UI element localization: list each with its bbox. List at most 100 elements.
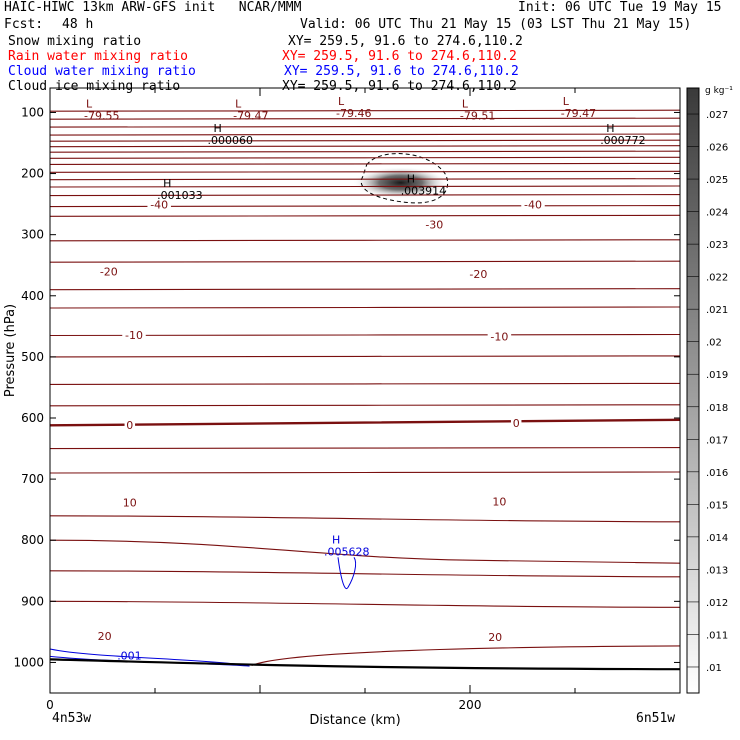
temp-min-value: -79.55 [84, 110, 119, 123]
isotherm-line [49, 404, 681, 407]
isotherm-label: -30 [425, 219, 443, 232]
surface-line [49, 658, 681, 671]
isotherm-label-bg [466, 269, 491, 281]
field-name-cloudice: Cloud ice mixing ratio [8, 79, 181, 94]
isotherm-label-bg [124, 419, 136, 432]
isotherm-label: -40 [524, 198, 542, 211]
colorbar-label: .018 [706, 403, 728, 414]
fcst-label: Fcst: [4, 17, 44, 32]
x-tick-label: 200 [459, 698, 482, 712]
colorbar-label: .022 [706, 273, 728, 284]
isotherm-label-bg [122, 330, 146, 343]
x-tick-label: 0 [46, 698, 54, 712]
isotherm-label-bg [510, 418, 522, 431]
isotherm-line [49, 214, 681, 217]
isotherm-line [49, 471, 681, 474]
cloud-ice-max-value: .000772 [600, 134, 646, 147]
y-tick-label: 1000 [13, 655, 44, 669]
isotherm-line [49, 133, 681, 136]
isotherm-line [49, 447, 681, 450]
isotherm-line [251, 645, 681, 667]
cloud-ice-max-value: .000060 [208, 134, 254, 147]
isotherm-line [49, 117, 681, 120]
field-xy-cloudice: XY= 259.5, 91.6 to 274.6,110.2 [282, 79, 517, 94]
temp-min-marker: L [86, 98, 93, 111]
temp-min-value: -79.46 [336, 107, 371, 120]
x-end-label-left: 4n53w [52, 711, 92, 726]
valid-time: Valid: 06 UTC Thu 21 May 15 (03 LST Thu … [300, 17, 692, 32]
isotherm-label-bg [487, 331, 512, 344]
cloud-ice-max-marker: H [407, 173, 415, 186]
isotherm-label: 0 [513, 417, 520, 430]
cloud-ice-max-value: .001033 [157, 189, 203, 202]
temp-min-value: -79.51 [460, 110, 495, 123]
isotherm-label: 20 [98, 630, 112, 643]
y-tick-label: 800 [21, 533, 44, 547]
x-axis-label: Distance (km) [309, 713, 400, 728]
cloud-water-max-marker: H [332, 533, 340, 546]
isotherm-label: 10 [123, 497, 137, 510]
cloud-ice-max-marker: H [214, 122, 222, 135]
isotherm-line [49, 139, 681, 142]
cloud-water-label: .001 [117, 649, 142, 662]
isotherm-line [49, 156, 681, 159]
field-name-rain: Rain water mixing ratio [8, 49, 189, 64]
isotherm-line [49, 178, 681, 181]
field-xy-snow: XY= 259.5, 91.6 to 274.6,110.2 [288, 34, 523, 49]
isotherm-line [49, 205, 681, 208]
isotherm-line [49, 260, 681, 263]
isotherm-label: -10 [125, 329, 143, 342]
isotherm-label: -20 [469, 268, 487, 281]
cloud-ice-max-marker: H [163, 177, 171, 190]
isotherm-label-bg [121, 497, 139, 510]
field-xy-cloudwater: XY= 259.5, 91.6 to 274.6,110.2 [284, 64, 519, 79]
colorbar-label: .024 [706, 208, 728, 219]
isotherm-label-bg [96, 630, 114, 643]
cloud-ice-contour [360, 153, 449, 204]
isotherm-label-bg [521, 199, 545, 212]
colorbar-label: .016 [706, 468, 728, 479]
isotherm-label-bg [422, 219, 447, 232]
isotherm-line [49, 125, 681, 128]
temp-min-marker: L [235, 98, 242, 111]
temp-min-marker: L [338, 95, 345, 108]
isotherm-line [49, 382, 681, 385]
cloud-ice-max-value: .003914 [401, 185, 447, 198]
colorbar-label: .021 [706, 305, 728, 316]
cloud-water-contour [49, 648, 240, 665]
y-tick-label: 600 [21, 411, 44, 425]
isotherm-line [49, 109, 681, 112]
isotherm-line [49, 515, 681, 523]
colorbar-unit: g kg⁻¹ [705, 86, 733, 96]
isotherm-label: -40 [150, 198, 168, 211]
colorbar-label: .02 [706, 338, 722, 349]
freezing-level-line [49, 418, 681, 427]
colorbar-label: .015 [706, 500, 728, 511]
y-axis-label: Pressure (hPa) [3, 304, 18, 397]
cloud-ice-shading [352, 166, 449, 199]
isotherm-line [49, 194, 681, 197]
cloud-water-contour [337, 557, 357, 590]
isotherm-line [49, 570, 681, 578]
isotherm-label: 20 [488, 631, 502, 644]
isotherm-line [49, 162, 681, 165]
y-tick-label: 200 [21, 167, 44, 181]
isotherm-line [49, 539, 681, 564]
colorbar-label: .012 [706, 598, 728, 609]
isotherm-label: 10 [492, 495, 506, 508]
colorbar [686, 87, 700, 694]
colorbar-label: .023 [706, 240, 728, 251]
isotherm-line [49, 306, 681, 309]
colorbar-label: .017 [706, 435, 728, 446]
cloud-ice-max-marker: H [606, 122, 614, 135]
isotherm-line [49, 185, 681, 188]
isotherm-label: -10 [490, 330, 508, 343]
y-tick-label: 900 [21, 594, 44, 608]
fcst-value: 48 h [62, 17, 94, 32]
isotherm-line [49, 150, 681, 153]
isotherm-label-bg [147, 199, 171, 212]
isotherm-line [49, 170, 681, 173]
plot-title: HAIC-HIWC 13km ARW-GFS init NCAR/MMM [4, 0, 302, 15]
